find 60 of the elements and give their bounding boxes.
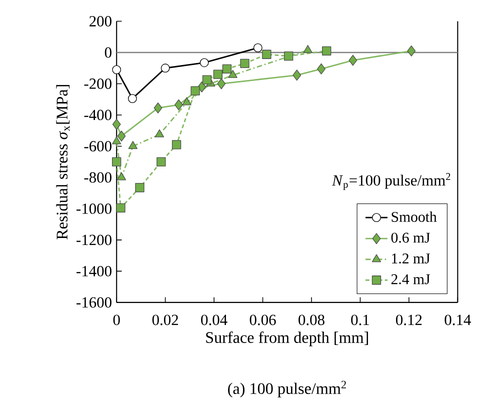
point bbox=[292, 70, 302, 81]
point bbox=[112, 136, 122, 144]
point bbox=[128, 94, 137, 104]
y-tick-label: -200 bbox=[84, 78, 112, 90]
point bbox=[348, 54, 358, 66]
point bbox=[200, 58, 209, 68]
y-tick-label: -1000 bbox=[76, 204, 112, 214]
point bbox=[240, 58, 250, 68]
point bbox=[156, 157, 166, 167]
x-tick-label: 0.04 bbox=[201, 314, 228, 326]
point bbox=[112, 118, 121, 130]
point bbox=[322, 46, 332, 56]
point bbox=[116, 203, 126, 213]
point bbox=[303, 45, 312, 54]
legend-label: Smooth bbox=[392, 212, 437, 222]
point bbox=[190, 86, 200, 96]
x-tick-label: 0.06 bbox=[250, 314, 276, 326]
point bbox=[407, 46, 416, 57]
y-tick-label: 200 bbox=[90, 16, 112, 27]
point bbox=[154, 102, 162, 114]
x-tick-label: 0.1 bbox=[351, 314, 369, 326]
point bbox=[217, 78, 226, 90]
point bbox=[317, 64, 326, 74]
point bbox=[116, 172, 126, 180]
annotation: N$_{p}$=100 pulse/mm$^{2}$ bbox=[332, 173, 450, 190]
y-tick-label: -1400 bbox=[76, 266, 112, 276]
y-tick-label: -600 bbox=[84, 141, 112, 152]
point bbox=[135, 183, 144, 192]
point bbox=[202, 75, 212, 85]
point bbox=[262, 50, 272, 60]
point bbox=[213, 70, 223, 80]
x-tick-label: 0.14 bbox=[444, 314, 471, 326]
point bbox=[172, 140, 182, 150]
y-tick-label: -800 bbox=[84, 172, 112, 183]
x-tick-label: 0.08 bbox=[298, 314, 324, 326]
y-tick-label: 0 bbox=[104, 47, 112, 58]
y-axis-title: Residual stress σ$_{x}$[MPa] bbox=[56, 85, 70, 240]
point bbox=[112, 65, 122, 74]
point bbox=[284, 52, 294, 61]
point bbox=[222, 64, 232, 74]
y-tick-label: -400 bbox=[84, 110, 112, 120]
point bbox=[112, 157, 122, 167]
text: (a) 100 pulse/mm$^{2}$ bbox=[228, 380, 346, 398]
point bbox=[117, 130, 126, 142]
point bbox=[128, 141, 138, 150]
y-tick-label: -1600 bbox=[76, 297, 112, 308]
point bbox=[154, 129, 164, 138]
point bbox=[253, 43, 262, 52]
legend-label: 0.6 mJ bbox=[391, 232, 430, 243]
x-tick-label: 0 bbox=[113, 314, 120, 326]
x-tick-label: 0.02 bbox=[152, 314, 178, 326]
x-axis-title: Surface from depth [mm] bbox=[206, 332, 368, 346]
y-tick-label: -1200 bbox=[76, 234, 112, 246]
point bbox=[174, 99, 183, 110]
legend-label: 1.2 mJ bbox=[392, 254, 430, 264]
x-tick-label: 0.12 bbox=[396, 314, 422, 326]
point bbox=[228, 70, 238, 78]
legend-label: 2.4 mJ bbox=[391, 274, 430, 284]
point bbox=[182, 97, 192, 106]
point bbox=[160, 64, 170, 73]
